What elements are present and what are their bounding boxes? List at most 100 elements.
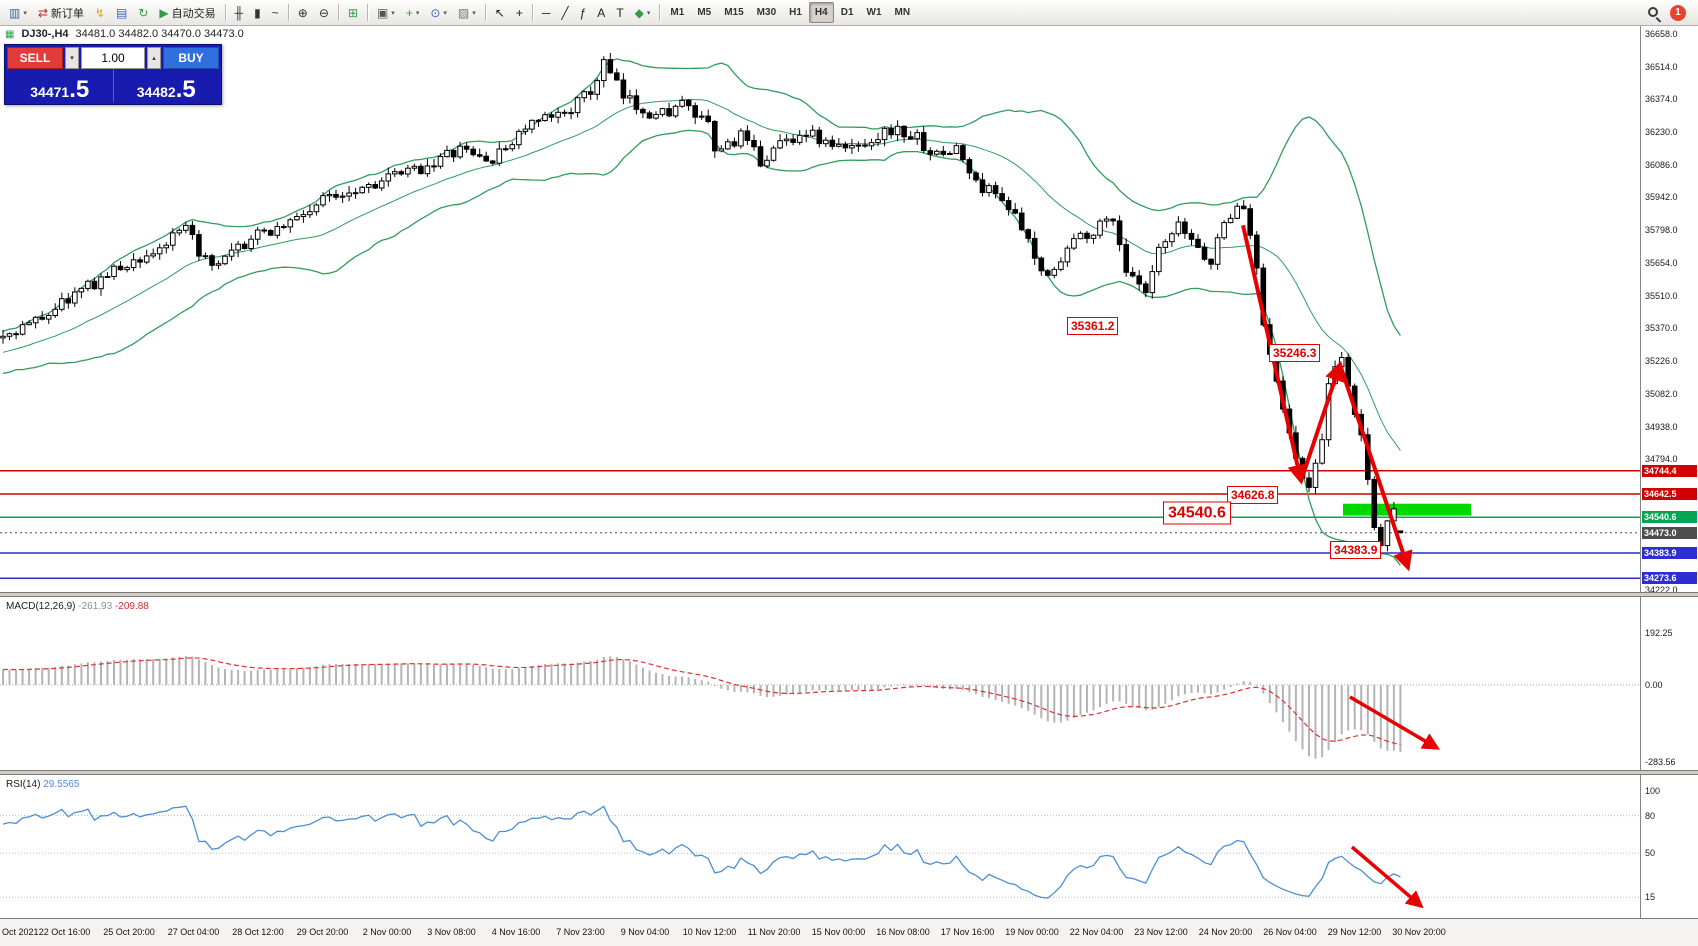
rsi-axis: 100 80 50 15	[1640, 775, 1698, 918]
time-tick: 29 Nov 12:00	[1327, 927, 1382, 937]
quick-trade-button[interactable]: ↯	[90, 2, 110, 23]
buy-button[interactable]: BUY	[163, 47, 219, 69]
notification-badge[interactable]: 1	[1670, 4, 1686, 21]
macd-tick: -283.56	[1645, 756, 1676, 767]
timeframe-m15-button[interactable]: M15	[718, 2, 749, 23]
zoom-in-icon: ⊕	[297, 5, 308, 20]
cursor-button[interactable]: ↖	[490, 2, 510, 23]
timeframe-h4-button[interactable]: H4	[808, 2, 834, 23]
time-tick: 28 Oct 12:00	[232, 927, 284, 937]
rsi-name: RSI(14)	[6, 779, 41, 790]
templates-icon: ▨	[457, 5, 470, 20]
price-tick: 35510.0	[1645, 291, 1678, 301]
buy-price[interactable]: 34482.5	[112, 69, 220, 102]
timeframe-m5-button[interactable]: M5	[691, 2, 717, 23]
macd-panel[interactable]: MACD(12,26,9) -261.93 -209.88	[0, 597, 1640, 770]
volume-input[interactable]	[81, 47, 145, 69]
symbol-info: ▦ DJ30-,H4 34481.0 34482.0 34470.0 34473…	[5, 28, 244, 40]
add-indicator-button[interactable]: + ▾	[401, 2, 425, 23]
price-annotation[interactable]: 34540.6	[1163, 501, 1231, 525]
time-tick: 29 Oct 20:00	[296, 927, 349, 937]
arrange-button[interactable]: ▣ ▾	[372, 2, 400, 23]
rsi-indicator-label: RSI(14) 29.5565	[6, 779, 79, 790]
macd-indicator-label: MACD(12,26,9) -261.93 -209.88	[6, 601, 149, 612]
macd-signal-value: -209.88	[114, 601, 149, 612]
time-axis[interactable]: Oct 2021 22 Oct 16:00 25 Oct 20:00 27 Oct 0…	[0, 918, 1698, 946]
candlestick-chart-icon: ▮	[254, 5, 261, 20]
periods-button[interactable]: ⊙ ▾	[425, 2, 452, 23]
rsi-panel[interactable]: RSI(14) 29.5565	[0, 775, 1640, 918]
new-order-icon: ⇄	[37, 5, 48, 20]
rsi-tick: 15	[1645, 892, 1656, 903]
timeframe-m30-button[interactable]: M30	[751, 2, 782, 23]
time-tick: 11 Nov 20:00	[747, 927, 801, 937]
bar-chart-button[interactable]: ╫	[230, 2, 249, 23]
buy-price-main: 34482	[136, 83, 176, 100]
terminal-button[interactable]: ▤	[111, 2, 132, 23]
line-chart-button[interactable]: ~	[267, 2, 284, 23]
crosshair-button[interactable]: +	[511, 2, 528, 23]
time-tick: 19 Nov 00:00	[1005, 927, 1059, 937]
hline-button[interactable]: ─	[537, 2, 556, 23]
time-tick: 25 Oct 20:00	[103, 927, 155, 937]
volume-decrease-button[interactable]: ▾	[65, 47, 79, 69]
search-button[interactable]	[1643, 3, 1663, 23]
zoom-in-button[interactable]: ⊕	[293, 2, 313, 23]
macd-tick: 0.00	[1645, 679, 1663, 690]
trendline-button[interactable]: ╱	[556, 2, 573, 23]
candlestick-chart-button[interactable]: ▮	[249, 2, 266, 23]
price-chart-canvas[interactable]	[0, 26, 1640, 592]
zoom-out-button[interactable]: ⊖	[314, 2, 334, 23]
volume-increase-button[interactable]: ▴	[147, 47, 161, 69]
price-annotation[interactable]: 35361.2	[1067, 316, 1119, 335]
time-tick: 10 Nov 12:00	[682, 927, 737, 937]
time-tick: 3 Nov 08:00	[427, 927, 476, 937]
text-button[interactable]: A	[592, 2, 610, 23]
toolbar-separator	[531, 4, 533, 21]
panel-splitter[interactable]	[0, 770, 1698, 775]
autotrade-button[interactable]: ▶ 自动交易	[154, 2, 220, 23]
toolbar-separator	[484, 4, 486, 21]
bar-chart-icon: ╫	[234, 5, 244, 20]
sell-price-frac: .5	[69, 75, 90, 103]
chart-window-icon: ▥	[9, 5, 21, 20]
symbol-ohlc: 34481.0 34482.0 34470.0 34473.0	[75, 28, 244, 40]
line-chart-icon: ~	[271, 5, 279, 20]
sell-price[interactable]: 34471.5	[7, 69, 113, 102]
sell-button[interactable]: SELL	[7, 47, 63, 69]
price-annotation[interactable]: 34383.9	[1330, 540, 1382, 559]
tile-windows-button[interactable]: ⊞	[343, 2, 363, 23]
time-tick: 16 Nov 08:00	[876, 927, 930, 937]
price-axis[interactable]: 36658.0 36514.0 36374.0 36230.0 36086.0 35942…	[1640, 26, 1698, 595]
macd-name: MACD(12,26,9)	[6, 601, 76, 612]
timeframe-mn-button[interactable]: MN	[889, 2, 917, 23]
timeframe-d1-button[interactable]: D1	[835, 2, 860, 23]
templates-button[interactable]: ▨ ▾	[453, 2, 481, 23]
chart-area[interactable]: ▦ DJ30-,H4 34481.0 34482.0 34470.0 34473…	[0, 26, 1640, 592]
cursor-icon: ↖	[494, 5, 505, 20]
price-annotation[interactable]: 35246.3	[1269, 343, 1321, 362]
symbol-title: DJ30-,H4	[21, 28, 69, 40]
add-indicator-icon: +	[405, 5, 413, 20]
panel-splitter[interactable]	[0, 592, 1698, 597]
timeframe-m1-button[interactable]: M1	[664, 2, 690, 23]
trendline-icon: ╱	[561, 5, 569, 20]
price-tick: 34794.0	[1645, 454, 1678, 465]
trade-panel-controls: SELL ▾ ▴ BUY	[7, 47, 219, 69]
new-order-button[interactable]: ⇄ 新订单	[33, 2, 89, 23]
chart-symbol-icon: ▦	[5, 28, 15, 40]
price-annotation[interactable]: 34626.8	[1227, 485, 1279, 504]
price-tick: 36374.0	[1645, 93, 1678, 104]
label-button[interactable]: T	[611, 2, 628, 23]
shapes-button[interactable]: ◆ ▾	[630, 2, 656, 23]
chart-window-button[interactable]: ▥ ▾	[4, 2, 32, 23]
macd-main-value: -261.93	[78, 601, 113, 612]
time-tick: 24 Nov 20:00	[1198, 927, 1253, 937]
fibonacci-button[interactable]: ƒ	[575, 2, 592, 23]
refresh-button[interactable]: ↻	[133, 2, 153, 23]
time-tick: 30 Nov 20:00	[1392, 927, 1446, 937]
price-tick: 36514.0	[1645, 61, 1678, 72]
timeframe-w1-button[interactable]: W1	[861, 2, 888, 23]
timeframe-h1-button[interactable]: H1	[783, 2, 808, 23]
